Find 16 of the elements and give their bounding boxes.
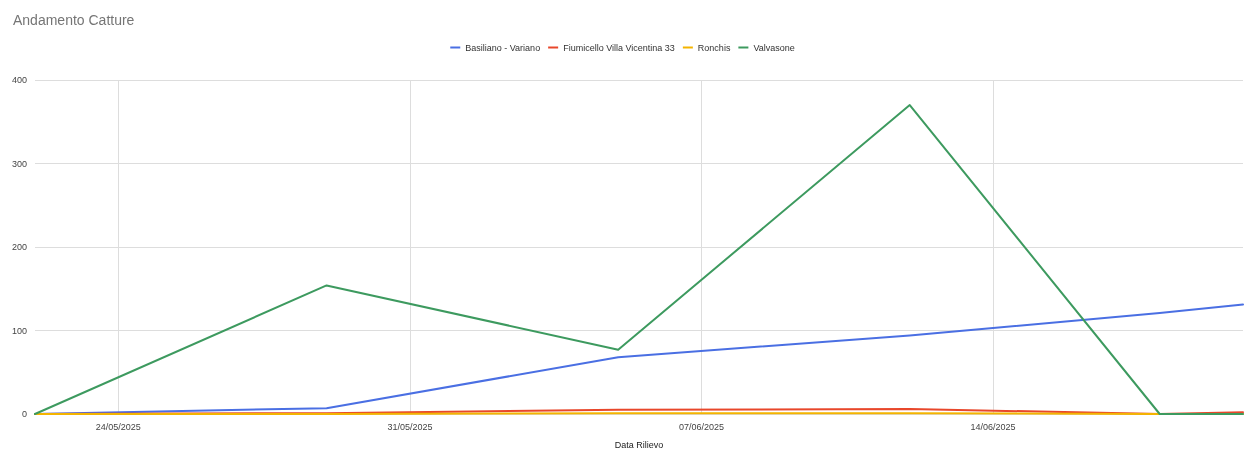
y-tick-label: 0 [21,409,27,419]
y-tick-label: 400 [11,75,27,85]
legend-label: Valvasone [753,42,795,53]
chart-title: Andamento Catture [13,12,135,28]
x-tick-label: 07/06/2025 [678,421,725,432]
x-tick-label: 31/05/2025 [387,421,433,432]
y-tick-label: 200 [11,242,27,252]
legend-label: Ronchis [697,42,731,53]
x-axis-title: Data Rilievo [614,439,664,450]
y-tick-label: 100 [11,325,27,336]
legend-label: Basiliano - Variano [465,42,541,53]
legend-label: Fiumicello Villa Vicentina 33 [563,42,675,53]
y-tick-label: 300 [11,158,27,169]
x-tick-label: 24/05/2025 [95,421,141,432]
x-tick-label: 14/06/2025 [970,421,1016,432]
line-series [34,104,1244,415]
